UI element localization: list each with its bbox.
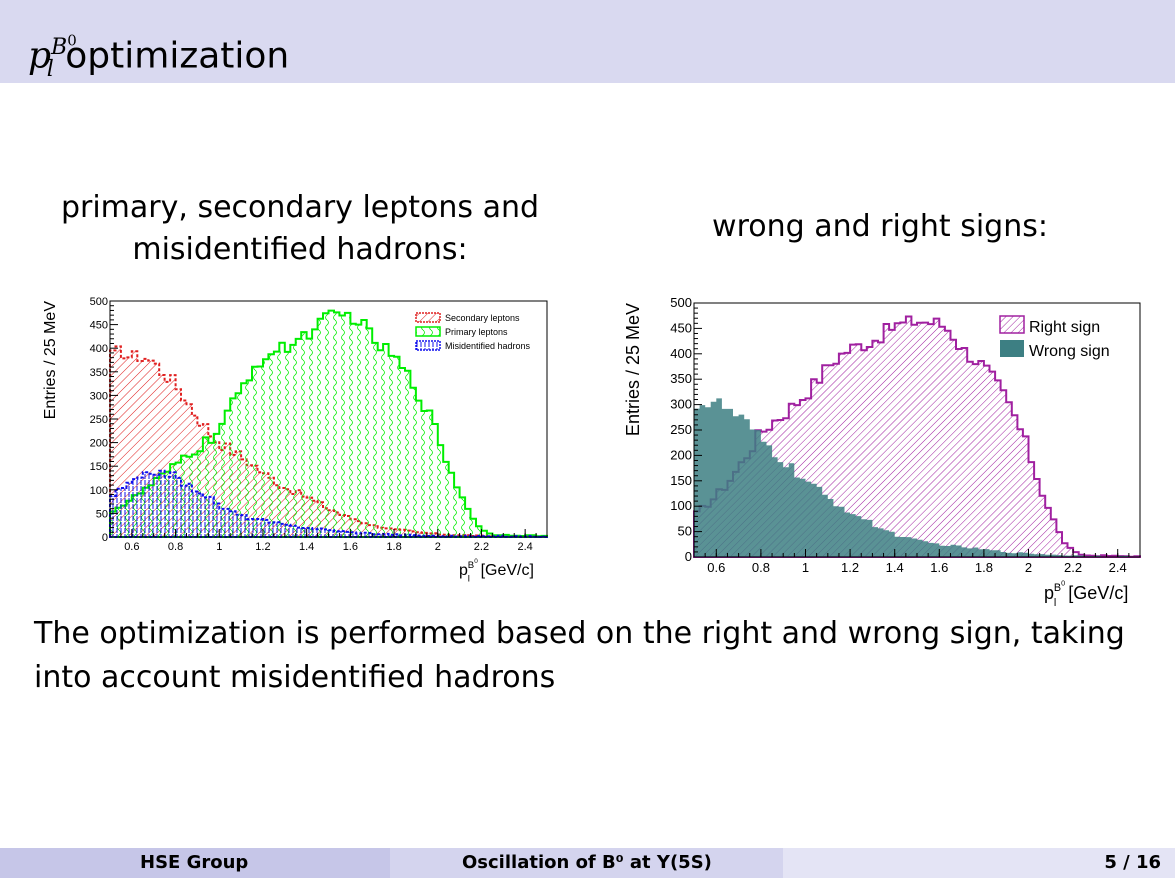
footer-left-section: HSE Group (0, 848, 390, 878)
legend-swatch (1000, 340, 1024, 357)
x-tick-label: 1.8 (386, 541, 401, 553)
x-tick-label: 1.2 (255, 541, 270, 553)
x-tick-label: 1.6 (343, 541, 358, 553)
y-tick-label: 0 (102, 532, 108, 544)
title-sup-letter: B (51, 35, 68, 61)
legend-label: Secondary leptons (445, 313, 520, 323)
x-tick-label: 2.2 (1064, 560, 1082, 575)
legend-swatch (415, 312, 441, 323)
legend-label: Misidentified hadrons (445, 341, 531, 351)
x-tick-label: 2 (435, 541, 441, 553)
x-tick-label: 1.6 (930, 560, 948, 575)
y-tick-label: 150 (90, 461, 108, 473)
title-text: optimization (53, 35, 290, 77)
x-tick-label: 0.8 (168, 541, 183, 553)
footer-talk-title: Oscillation of B⁰ at Υ(5S) (462, 852, 712, 873)
y-tick-label: 300 (90, 390, 108, 402)
y-tick-label: 400 (90, 343, 108, 355)
x-tick-label: 2 (1025, 560, 1032, 575)
y-tick-label: 250 (670, 422, 692, 437)
right-histogram: 0 50 100 150 200 250 300 350 400 450 500 0.6 0.8 1 1.2… (623, 295, 1141, 609)
x-tick-label: 0.6 (124, 541, 139, 553)
x-tick-label: 1.4 (886, 560, 904, 575)
footer-page-number: 5 / 16 (1104, 852, 1161, 873)
footer-bar: HSE Group Oscillation of B⁰ at Υ(5S) 5 /… (0, 848, 1175, 878)
title-symbol: p (28, 35, 52, 77)
y-tick-label: 50 (678, 524, 692, 539)
legend-label: Right sign (1029, 319, 1100, 336)
title-subscript: l (46, 56, 54, 82)
x-tick-label: 1.2 (841, 560, 859, 575)
x-label-subscript: l (1054, 597, 1056, 608)
title-superscript: B0 (51, 32, 77, 61)
x-tick-label: 2.4 (1109, 560, 1127, 575)
legend-swatch (999, 315, 1025, 334)
y-tick-label: 150 (670, 473, 692, 488)
y-tick-label: 200 (90, 438, 108, 450)
legend-label: Primary leptons (445, 327, 508, 337)
y-tick-label: 450 (670, 320, 692, 335)
footer-center-section: Oscillation of B⁰ at Υ(5S) (390, 848, 783, 878)
slide-title: pB0l optimization (28, 16, 289, 95)
y-tick-label: 500 (670, 295, 692, 310)
title-bar (0, 0, 1175, 83)
legend: Secondary leptons Primary leptons Misident… (415, 312, 531, 351)
x-label-superscript: B (1054, 582, 1061, 594)
y-axis-label: Entries / 25 MeV (42, 301, 59, 420)
y-tick-label: 350 (670, 371, 692, 386)
x-label-superscript: B (468, 560, 474, 571)
left-caption: primary, secondary leptons and misidenti… (60, 190, 540, 267)
x-label-unit: [GeV/c] (481, 562, 534, 579)
x-tick-label: 1.4 (299, 541, 314, 553)
y-axis-label: Entries / 25 MeV (623, 303, 643, 436)
y-tick-label: 50 (96, 508, 108, 520)
legend-swatch (415, 340, 441, 351)
histogram-wrong-sign (694, 398, 1140, 557)
footer-author: HSE Group (140, 852, 249, 873)
x-label-symbol: p (459, 562, 468, 579)
y-tick-label: 350 (90, 367, 108, 379)
body-text: The optimization is performed based on t… (34, 616, 1125, 695)
legend-label: Wrong sign (1029, 343, 1110, 360)
y-tick-label: 200 (670, 447, 692, 462)
y-tick-label: 100 (670, 498, 692, 513)
x-tick-label: 1.8 (975, 560, 993, 575)
y-tick-label: 400 (670, 346, 692, 361)
right-caption: wrong and right signs: (712, 209, 1048, 244)
x-label-subscript: l (468, 573, 470, 584)
y-tick-label: 450 (90, 320, 108, 332)
x-label-zero: 0 (1061, 579, 1065, 588)
x-label-symbol: p (1044, 583, 1054, 603)
title-sup-zero: 0 (67, 32, 77, 50)
x-tick-label: 2.2 (474, 541, 489, 553)
y-tick-label: 100 (90, 485, 108, 497)
y-tick-label: 300 (670, 397, 692, 412)
x-tick-label: 2.4 (518, 541, 533, 553)
x-tick-label: 0.6 (707, 560, 725, 575)
histogram-primary-leptons (109, 309, 548, 538)
y-tick-label: 0 (685, 549, 692, 564)
footer-right-section: 5 / 16 (783, 848, 1175, 878)
x-tick-label: 1 (802, 560, 809, 575)
x-label-zero: 0 (474, 558, 478, 565)
x-tick-label: 1 (216, 541, 222, 553)
x-label-unit: [GeV/c] (1068, 583, 1128, 603)
histogram-misidentified-hadrons (109, 469, 548, 538)
legend: Right sign Wrong sign (999, 315, 1110, 360)
left-histogram: 0 50 100 150 200 250 300 350 400 450 500 0.6 0.8 1 1.2… (42, 296, 548, 584)
x-tick-label: 0.8 (752, 560, 770, 575)
legend-swatch (415, 326, 441, 337)
y-tick-label: 250 (90, 414, 108, 426)
y-tick-label: 500 (90, 296, 108, 308)
